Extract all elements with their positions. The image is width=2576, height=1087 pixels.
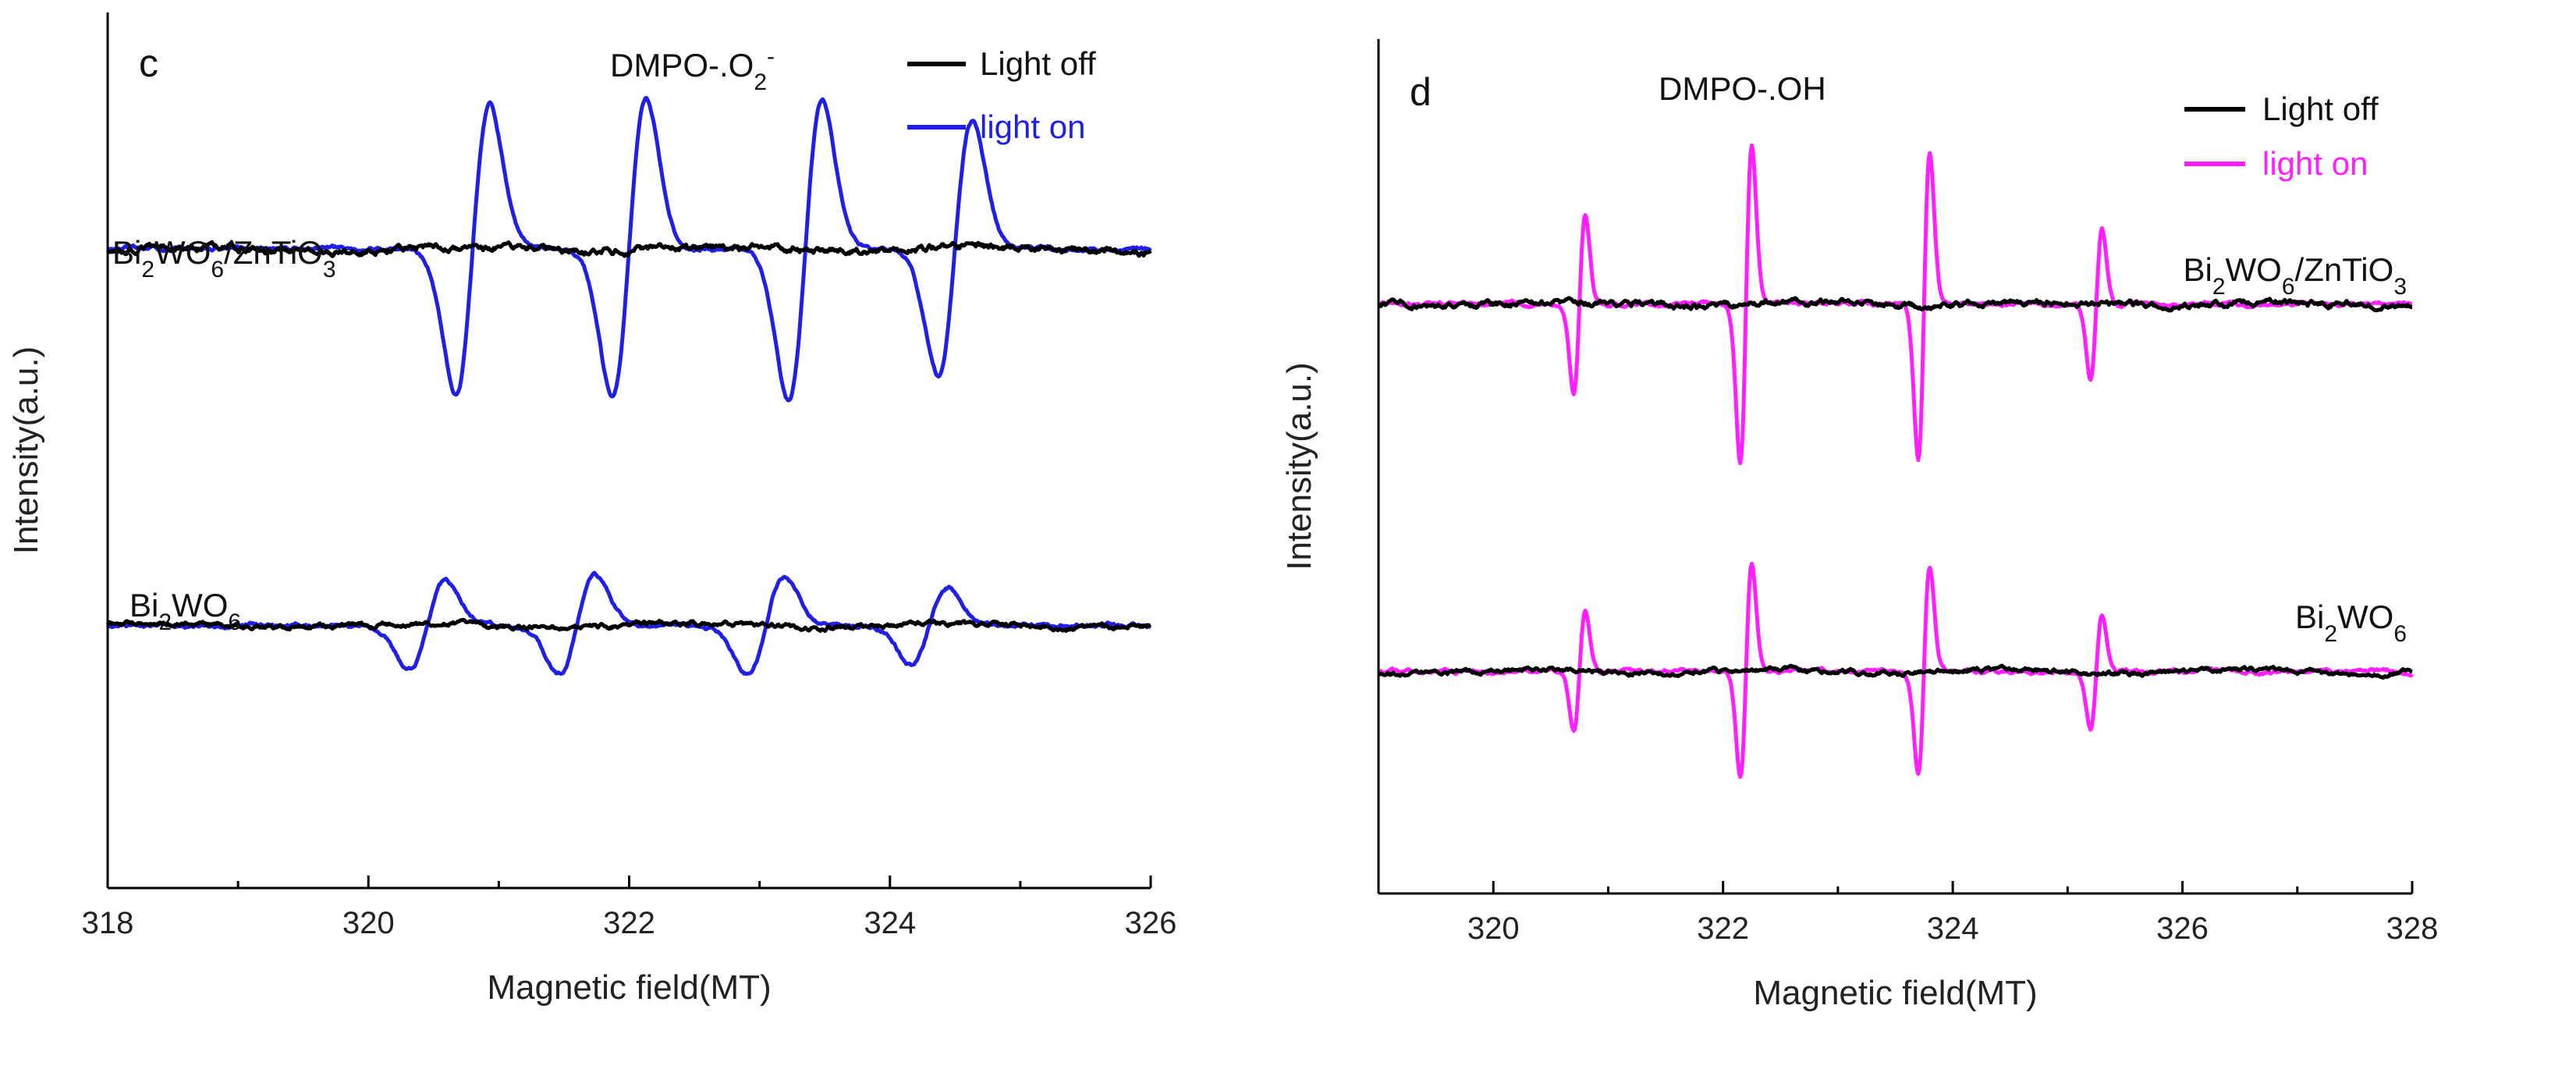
subscript: 2 bbox=[2324, 621, 2337, 647]
subscript: 2 bbox=[2212, 274, 2226, 300]
label-part: /ZnTiO bbox=[2295, 251, 2394, 288]
series-light-off-1 bbox=[105, 617, 1151, 633]
subscript: 3 bbox=[2393, 274, 2407, 300]
label-part: WO bbox=[2337, 599, 2393, 635]
subscript: 2 bbox=[158, 609, 172, 635]
subscript: 6 bbox=[2393, 621, 2407, 647]
x-tick-label: 322 bbox=[1697, 911, 1749, 946]
subscript: 6 bbox=[228, 609, 241, 635]
panel-letter: d bbox=[1410, 70, 1432, 114]
x-tick-label: 320 bbox=[342, 906, 395, 940]
x-tick-label: 326 bbox=[2156, 911, 2209, 946]
x-axis-title: Magnetic field(MT) bbox=[487, 968, 771, 1007]
series-light-off-0 bbox=[106, 240, 1152, 258]
x-tick-label: 326 bbox=[1125, 906, 1177, 940]
x-tick-label: 328 bbox=[2386, 911, 2439, 946]
label-part: WO bbox=[154, 234, 211, 271]
series-light-off-1 bbox=[1377, 663, 2413, 680]
subscript: 6 bbox=[211, 257, 224, 282]
legend-label: Light off bbox=[2262, 91, 2379, 127]
x-tick-label: 318 bbox=[82, 906, 134, 940]
x-tick-label: 324 bbox=[1927, 911, 1979, 946]
label-part: /ZnTiO bbox=[224, 234, 323, 271]
sample-label: Bi2WO6/ZnTiO3 bbox=[2183, 251, 2407, 300]
label-part: WO bbox=[2226, 251, 2282, 288]
series-light-off-0 bbox=[1377, 296, 2413, 313]
label-part: Bi bbox=[112, 234, 141, 271]
sample-label: Bi2WO6/ZnTiO3 bbox=[112, 234, 336, 282]
title-subscript: 2 bbox=[754, 69, 767, 95]
chart-title: DMPO-.OH bbox=[1659, 70, 1826, 107]
panel-letter: c bbox=[139, 41, 158, 85]
title-superscript: - bbox=[767, 44, 775, 69]
label-part: Bi bbox=[130, 587, 158, 623]
subscript: 6 bbox=[2282, 274, 2295, 300]
legend-label: light on bbox=[2262, 145, 2368, 182]
legend-label: light on bbox=[980, 108, 1085, 145]
label-part: Bi bbox=[2183, 251, 2212, 288]
x-tick-label: 324 bbox=[864, 906, 916, 940]
x-tick-label: 320 bbox=[1467, 911, 1520, 946]
subscript: 3 bbox=[323, 257, 336, 282]
x-axis-title: Magnetic field(MT) bbox=[1753, 974, 2037, 1012]
legend-label: Light off bbox=[980, 45, 1096, 82]
y-axis-title: Intensity(a.u.) bbox=[7, 346, 45, 555]
y-axis-title: Intensity(a.u.) bbox=[1280, 362, 1318, 570]
label-part: Bi bbox=[2295, 599, 2324, 635]
title-base: DMPO-.O bbox=[610, 47, 754, 83]
sample-label: Bi2WO6 bbox=[130, 587, 241, 635]
chart-title: DMPO-.O2- bbox=[610, 44, 775, 95]
x-tick-label: 322 bbox=[603, 906, 655, 940]
subscript: 2 bbox=[141, 257, 154, 282]
label-part: WO bbox=[172, 587, 228, 623]
sample-label: Bi2WO6 bbox=[2295, 599, 2407, 647]
